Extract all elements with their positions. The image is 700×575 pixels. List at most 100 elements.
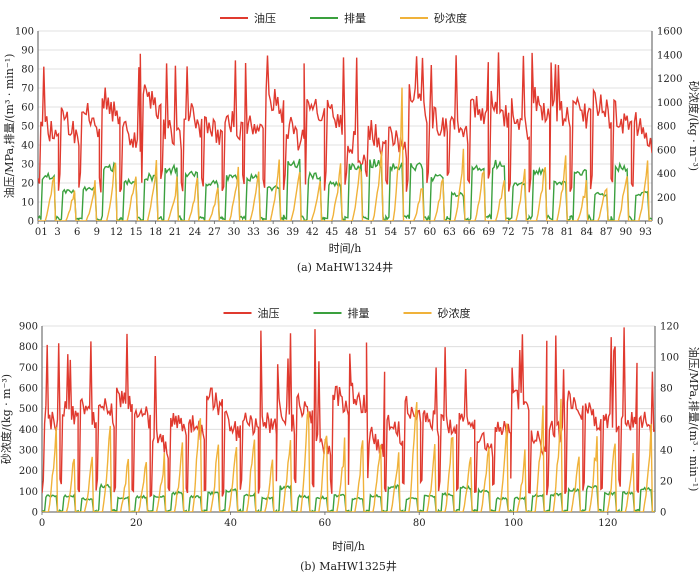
y-right-tick-label: 100 bbox=[660, 353, 679, 364]
x-tick-label: 63 bbox=[443, 227, 456, 238]
x-tick-label: 69 bbox=[482, 227, 495, 238]
series-line-排量 bbox=[42, 482, 655, 512]
y-right-tick-label: 800 bbox=[657, 122, 676, 133]
y-left-tick-label: 100 bbox=[15, 27, 34, 38]
x-tick-label: 42 bbox=[306, 227, 319, 238]
x-tick-label: 30 bbox=[228, 227, 241, 238]
x-tick-label: 57 bbox=[404, 227, 417, 238]
x-tick-label: 39 bbox=[286, 227, 299, 238]
x-tick-label: 40 bbox=[224, 518, 237, 529]
y-right-axis-label: 砂浓度/(kg · m⁻³) bbox=[687, 81, 700, 171]
y-left-tick-label: 600 bbox=[19, 384, 38, 395]
chart-2: 0100200300400500600700800900020406080100… bbox=[0, 306, 700, 573]
x-tick-label: 51 bbox=[365, 227, 378, 238]
x-tick-label: 0 bbox=[39, 518, 45, 529]
x-tick-label: 72 bbox=[502, 227, 515, 238]
legend-label: 排量 bbox=[348, 306, 370, 320]
y-right-tick-label: 200 bbox=[657, 193, 676, 204]
x-tick-label: 0 bbox=[35, 227, 41, 238]
y-left-tick-label: 40 bbox=[21, 141, 34, 152]
y-right-tick-label: 120 bbox=[660, 322, 679, 333]
x-tick-label: 54 bbox=[384, 227, 397, 238]
y-right-tick-label: 1600 bbox=[657, 27, 682, 38]
y-left-axis-label: 砂浓度/(kg · m⁻³) bbox=[0, 374, 13, 464]
y-left-tick-label: 50 bbox=[21, 122, 34, 133]
y-right-tick-label: 400 bbox=[657, 169, 676, 180]
y-left-tick-label: 900 bbox=[19, 322, 38, 333]
x-axis-label: 时间/h bbox=[332, 540, 365, 553]
x-axis-label: 时间/h bbox=[329, 242, 362, 255]
y-left-tick-label: 0 bbox=[32, 508, 38, 519]
y-right-axis-label: 油压/MPa,排量/(m³ · min⁻¹) bbox=[687, 347, 700, 492]
y-right-tick-label: 60 bbox=[660, 415, 673, 426]
series-line-油压 bbox=[42, 327, 655, 498]
y-left-tick-label: 700 bbox=[19, 363, 38, 374]
legend-label: 砂浓度 bbox=[438, 306, 471, 320]
x-tick-label: 1 bbox=[41, 227, 47, 238]
y-left-tick-label: 60 bbox=[21, 103, 34, 114]
x-tick-label: 87 bbox=[600, 227, 613, 238]
x-tick-label: 24 bbox=[188, 227, 201, 238]
y-left-tick-label: 0 bbox=[28, 217, 34, 228]
x-tick-label: 80 bbox=[413, 518, 426, 529]
y-left-tick-label: 70 bbox=[21, 84, 34, 95]
legend: 油压 排量 砂浓度 bbox=[223, 306, 471, 320]
caption: (b) MaHW1325井 bbox=[300, 559, 397, 573]
x-tick-label: 45 bbox=[326, 227, 339, 238]
chart-1: 0102030405060708090100020040060080010001… bbox=[2, 11, 700, 274]
y-left-tick-label: 200 bbox=[19, 466, 38, 477]
x-tick-label: 20 bbox=[130, 518, 143, 529]
y-right-tick-label: 1400 bbox=[657, 50, 682, 61]
y-left-axis-label: 油压/MPa,排量/(m³ · min⁻¹) bbox=[2, 54, 16, 199]
x-tick-label: 18 bbox=[149, 227, 162, 238]
y-left-tick-label: 800 bbox=[19, 342, 38, 353]
x-tick-label: 27 bbox=[208, 227, 221, 238]
caption: (a) MaHW1324井 bbox=[297, 260, 393, 274]
y-right-tick-label: 1000 bbox=[657, 98, 682, 109]
y-left-tick-label: 10 bbox=[21, 198, 34, 209]
legend-label: 排量 bbox=[344, 11, 366, 25]
x-tick-label: 3 bbox=[54, 227, 60, 238]
legend-label: 油压 bbox=[254, 11, 276, 25]
series-line-油压 bbox=[38, 52, 652, 193]
x-tick-label: 100 bbox=[504, 518, 523, 529]
x-tick-label: 60 bbox=[319, 518, 332, 529]
x-tick-label: 84 bbox=[580, 227, 593, 238]
legend-label: 油压 bbox=[258, 306, 280, 320]
x-tick-label: 12 bbox=[110, 227, 123, 238]
y-right-tick-label: 40 bbox=[660, 446, 673, 457]
x-tick-label: 66 bbox=[463, 227, 476, 238]
x-tick-label: 120 bbox=[598, 518, 617, 529]
y-left-tick-label: 30 bbox=[21, 160, 34, 171]
x-tick-label: 6 bbox=[74, 227, 80, 238]
y-right-tick-label: 600 bbox=[657, 145, 676, 156]
x-tick-label: 15 bbox=[130, 227, 143, 238]
y-left-tick-label: 100 bbox=[19, 487, 38, 498]
y-left-tick-label: 90 bbox=[21, 46, 34, 57]
y-left-tick-label: 400 bbox=[19, 425, 38, 436]
x-tick-label: 9 bbox=[94, 227, 100, 238]
y-right-tick-label: 0 bbox=[657, 217, 663, 228]
x-tick-label: 78 bbox=[541, 227, 554, 238]
y-right-tick-label: 20 bbox=[660, 477, 673, 488]
y-left-tick-label: 80 bbox=[21, 65, 34, 76]
y-left-tick-label: 20 bbox=[21, 179, 34, 190]
series-line-排量 bbox=[38, 158, 652, 221]
x-tick-label: 36 bbox=[267, 227, 280, 238]
series-line-砂浓度 bbox=[42, 398, 655, 512]
x-tick-label: 93 bbox=[639, 227, 652, 238]
y-right-tick-label: 1200 bbox=[657, 74, 682, 85]
y-left-tick-label: 500 bbox=[19, 404, 38, 415]
x-tick-label: 60 bbox=[424, 227, 437, 238]
legend: 油压 排量 砂浓度 bbox=[220, 11, 467, 25]
x-tick-label: 48 bbox=[345, 227, 358, 238]
x-tick-label: 81 bbox=[561, 227, 574, 238]
x-tick-label: 75 bbox=[522, 227, 535, 238]
x-tick-label: 21 bbox=[169, 227, 182, 238]
x-tick-label: 33 bbox=[247, 227, 260, 238]
y-right-tick-label: 0 bbox=[660, 508, 666, 519]
y-left-tick-label: 300 bbox=[19, 446, 38, 457]
x-tick-label: 90 bbox=[620, 227, 633, 238]
y-right-tick-label: 80 bbox=[660, 384, 673, 395]
legend-label: 砂浓度 bbox=[434, 11, 467, 25]
